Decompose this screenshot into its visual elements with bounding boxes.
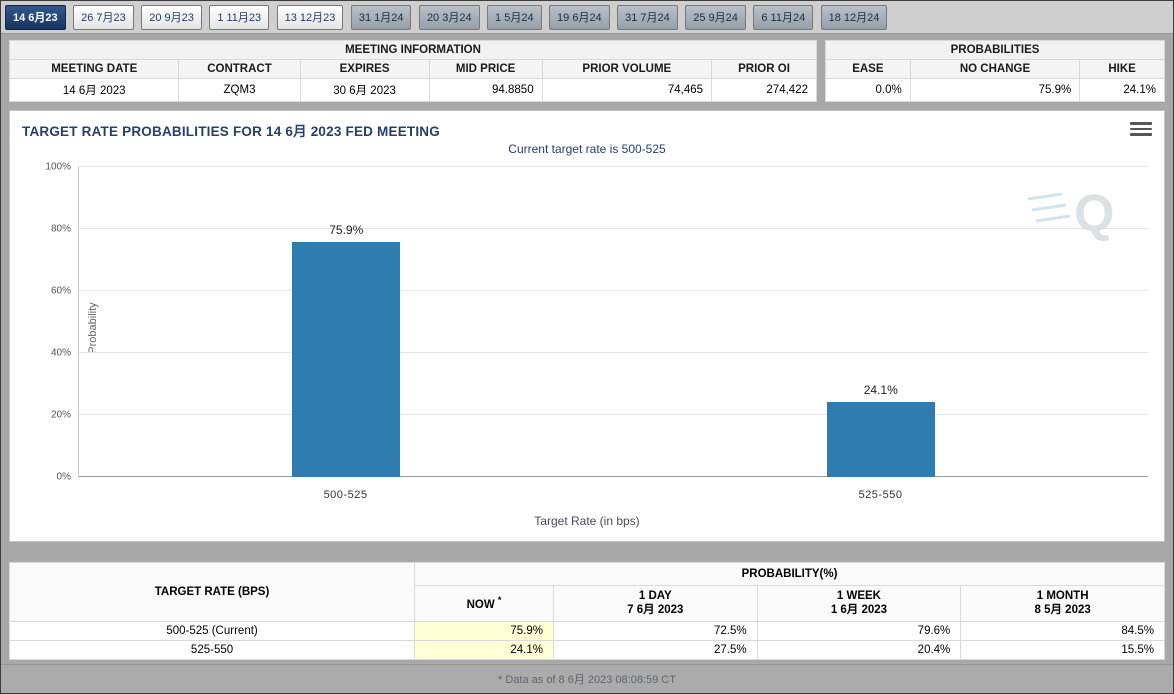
x-axis-line [79,476,1148,477]
probability-group-header: PROBABILITY(%) [414,562,1165,586]
table-row-525-550: 525-550 24.1% 27.5% 20.4% 15.5% [8,639,1165,660]
tab-meeting-13[interactable]: 18 12月24 [820,5,888,30]
y-tick-0: 0% [56,471,71,483]
tab-meeting-4[interactable]: 1 11月23 [209,5,270,30]
now-value: 24.1% [414,639,554,660]
col-prior-volume: PRIOR VOLUME [541,59,713,79]
plot-area: Probability 100% 80% 60% 40% 20% 0% [45,162,1148,483]
probabilities-title: PROBABILITIES [825,40,1165,60]
expires-value: 30 6月 2023 [299,78,430,102]
data-as-of-footnote: * Data as of 8 6月 2023 08:08:59 CT [1,664,1173,693]
col-expires: EXPIRES [299,59,430,79]
tab-meeting-1[interactable]: 14 6月23 [5,5,66,30]
prior-oi-value: 274,422 [711,78,817,102]
meeting-information-table: MEETING INFORMATION MEETING DATE CONTRAC… [8,40,817,102]
x-axis-title: Target Rate (in bps) [534,514,640,528]
col-ease: EASE [825,59,911,79]
month-value: 84.5% [960,620,1165,641]
bar-slot-525-550: 24.1% [614,167,1149,477]
col-1-day: 1 DAY 7 6月 2023 [552,585,758,622]
col-no-change: NO CHANGE [909,59,1081,79]
bar-525-550[interactable]: 24.1% [826,383,935,477]
meeting-info-title: MEETING INFORMATION [9,40,817,60]
tab-meeting-3[interactable]: 20 9月23 [141,5,202,30]
rate-bps-header: TARGET RATE (BPS) [8,562,416,622]
tab-meeting-11[interactable]: 25 9月24 [685,5,746,30]
y-tick-80: 80% [50,223,71,235]
bar-500-525[interactable]: 75.9% [292,223,401,477]
col-1-week: 1 WEEK 1 6月 2023 [756,585,962,622]
x-axis-category-labels: 500-525 525-550 [78,489,1148,501]
gridline-40 [79,352,1148,353]
mid-price-value: 94.8850 [428,78,543,102]
col-meeting-date: MEETING DATE [8,59,180,79]
probability-history-section: TARGET RATE (BPS) PROBABILITY(%) NOW * 1… [8,562,1165,660]
tab-meeting-7[interactable]: 20 3月24 [418,5,480,30]
gridline-80 [79,228,1148,229]
month-value: 15.5% [960,639,1165,660]
rate-label: 500-525 (Current) [8,620,416,641]
quikstrike-watermark-icon: Q [1026,183,1122,246]
col-mid-price: MID PRICE [428,59,543,79]
rate-label: 525-550 [8,639,416,660]
tab-meeting-9[interactable]: 19 6月24 [549,5,610,30]
chart-title: TARGET RATE PROBABILITIES FOR 14 6月 2023… [22,124,440,139]
y-tick-20: 20% [50,409,71,421]
meeting-date-value: 14 6月 2023 [8,78,180,102]
col-hike: HIKE [1079,59,1165,79]
tab-meeting-2[interactable]: 26 7月23 [73,5,134,30]
meeting-tab-bar: 14 6月23 26 7月23 20 9月23 1 11月23 13 12月23… [1,1,1173,34]
x-category-525-550: 525-550 [858,489,903,501]
y-tick-40: 40% [50,347,71,359]
hike-value: 24.1% [1079,78,1165,102]
target-rate-probability-chart: TARGET RATE PROBABILITIES FOR 14 6月 2023… [9,110,1165,542]
bar-value-label-500-525: 75.9% [329,222,364,237]
now-value: 75.9% [414,620,554,641]
no-change-value: 75.9% [909,78,1081,102]
probabilities-table: PROBABILITIES EASE NO CHANGE HIKE 0.0% 7… [825,40,1165,102]
now-footnote-marker: * [497,594,502,605]
day-value: 72.5% [552,620,758,641]
week-value: 79.6% [756,620,962,641]
prior-volume-value: 74,465 [541,78,713,102]
col-1-month: 1 MONTH 8 5月 2023 [960,585,1165,622]
tab-meeting-8[interactable]: 1 5月24 [487,5,542,30]
table-row-500-525: 500-525 (Current) 75.9% 72.5% 79.6% 84.5… [8,620,1165,641]
tab-meeting-12[interactable]: 6 11月24 [753,5,814,30]
x-category-500-525: 500-525 [323,489,368,501]
col-prior-oi: PRIOR OI [711,59,817,79]
gridline-100 [79,166,1148,167]
probability-history-table: TARGET RATE (BPS) PROBABILITY(%) NOW * 1… [8,562,1165,660]
ease-value: 0.0% [825,78,911,102]
meeting-info-row: 14 6月 2023 ZQM3 30 6月 2023 94.8850 74,46… [8,78,817,102]
gridline-20 [79,414,1148,415]
top-panels-row: MEETING INFORMATION MEETING DATE CONTRAC… [8,40,1165,102]
chart-subtitle: Current target rate is 500-525 [508,142,666,156]
col-now: NOW * [414,585,554,622]
day-value: 27.5% [552,639,758,660]
probabilities-row: 0.0% 75.9% 24.1% [825,78,1165,102]
gridline-60 [79,290,1148,291]
y-tick-60: 60% [50,285,71,297]
col-contract: CONTRACT [178,59,301,79]
watermark-letter: Q [1074,185,1114,241]
bar-slot-500-525: 75.9% [79,167,614,477]
y-tick-100: 100% [45,161,71,173]
chart-context-menu-icon[interactable] [1130,120,1152,138]
bar-series: 75.9% 24.1% [79,167,1148,477]
tab-meeting-5[interactable]: 13 12月23 [276,5,344,30]
bar-value-label-525-550: 24.1% [863,383,898,398]
week-value: 20.4% [756,639,962,660]
tab-meeting-10[interactable]: 31 7月24 [617,5,678,30]
tab-meeting-6[interactable]: 31 1月24 [350,5,412,30]
contract-value: ZQM3 [178,78,301,102]
